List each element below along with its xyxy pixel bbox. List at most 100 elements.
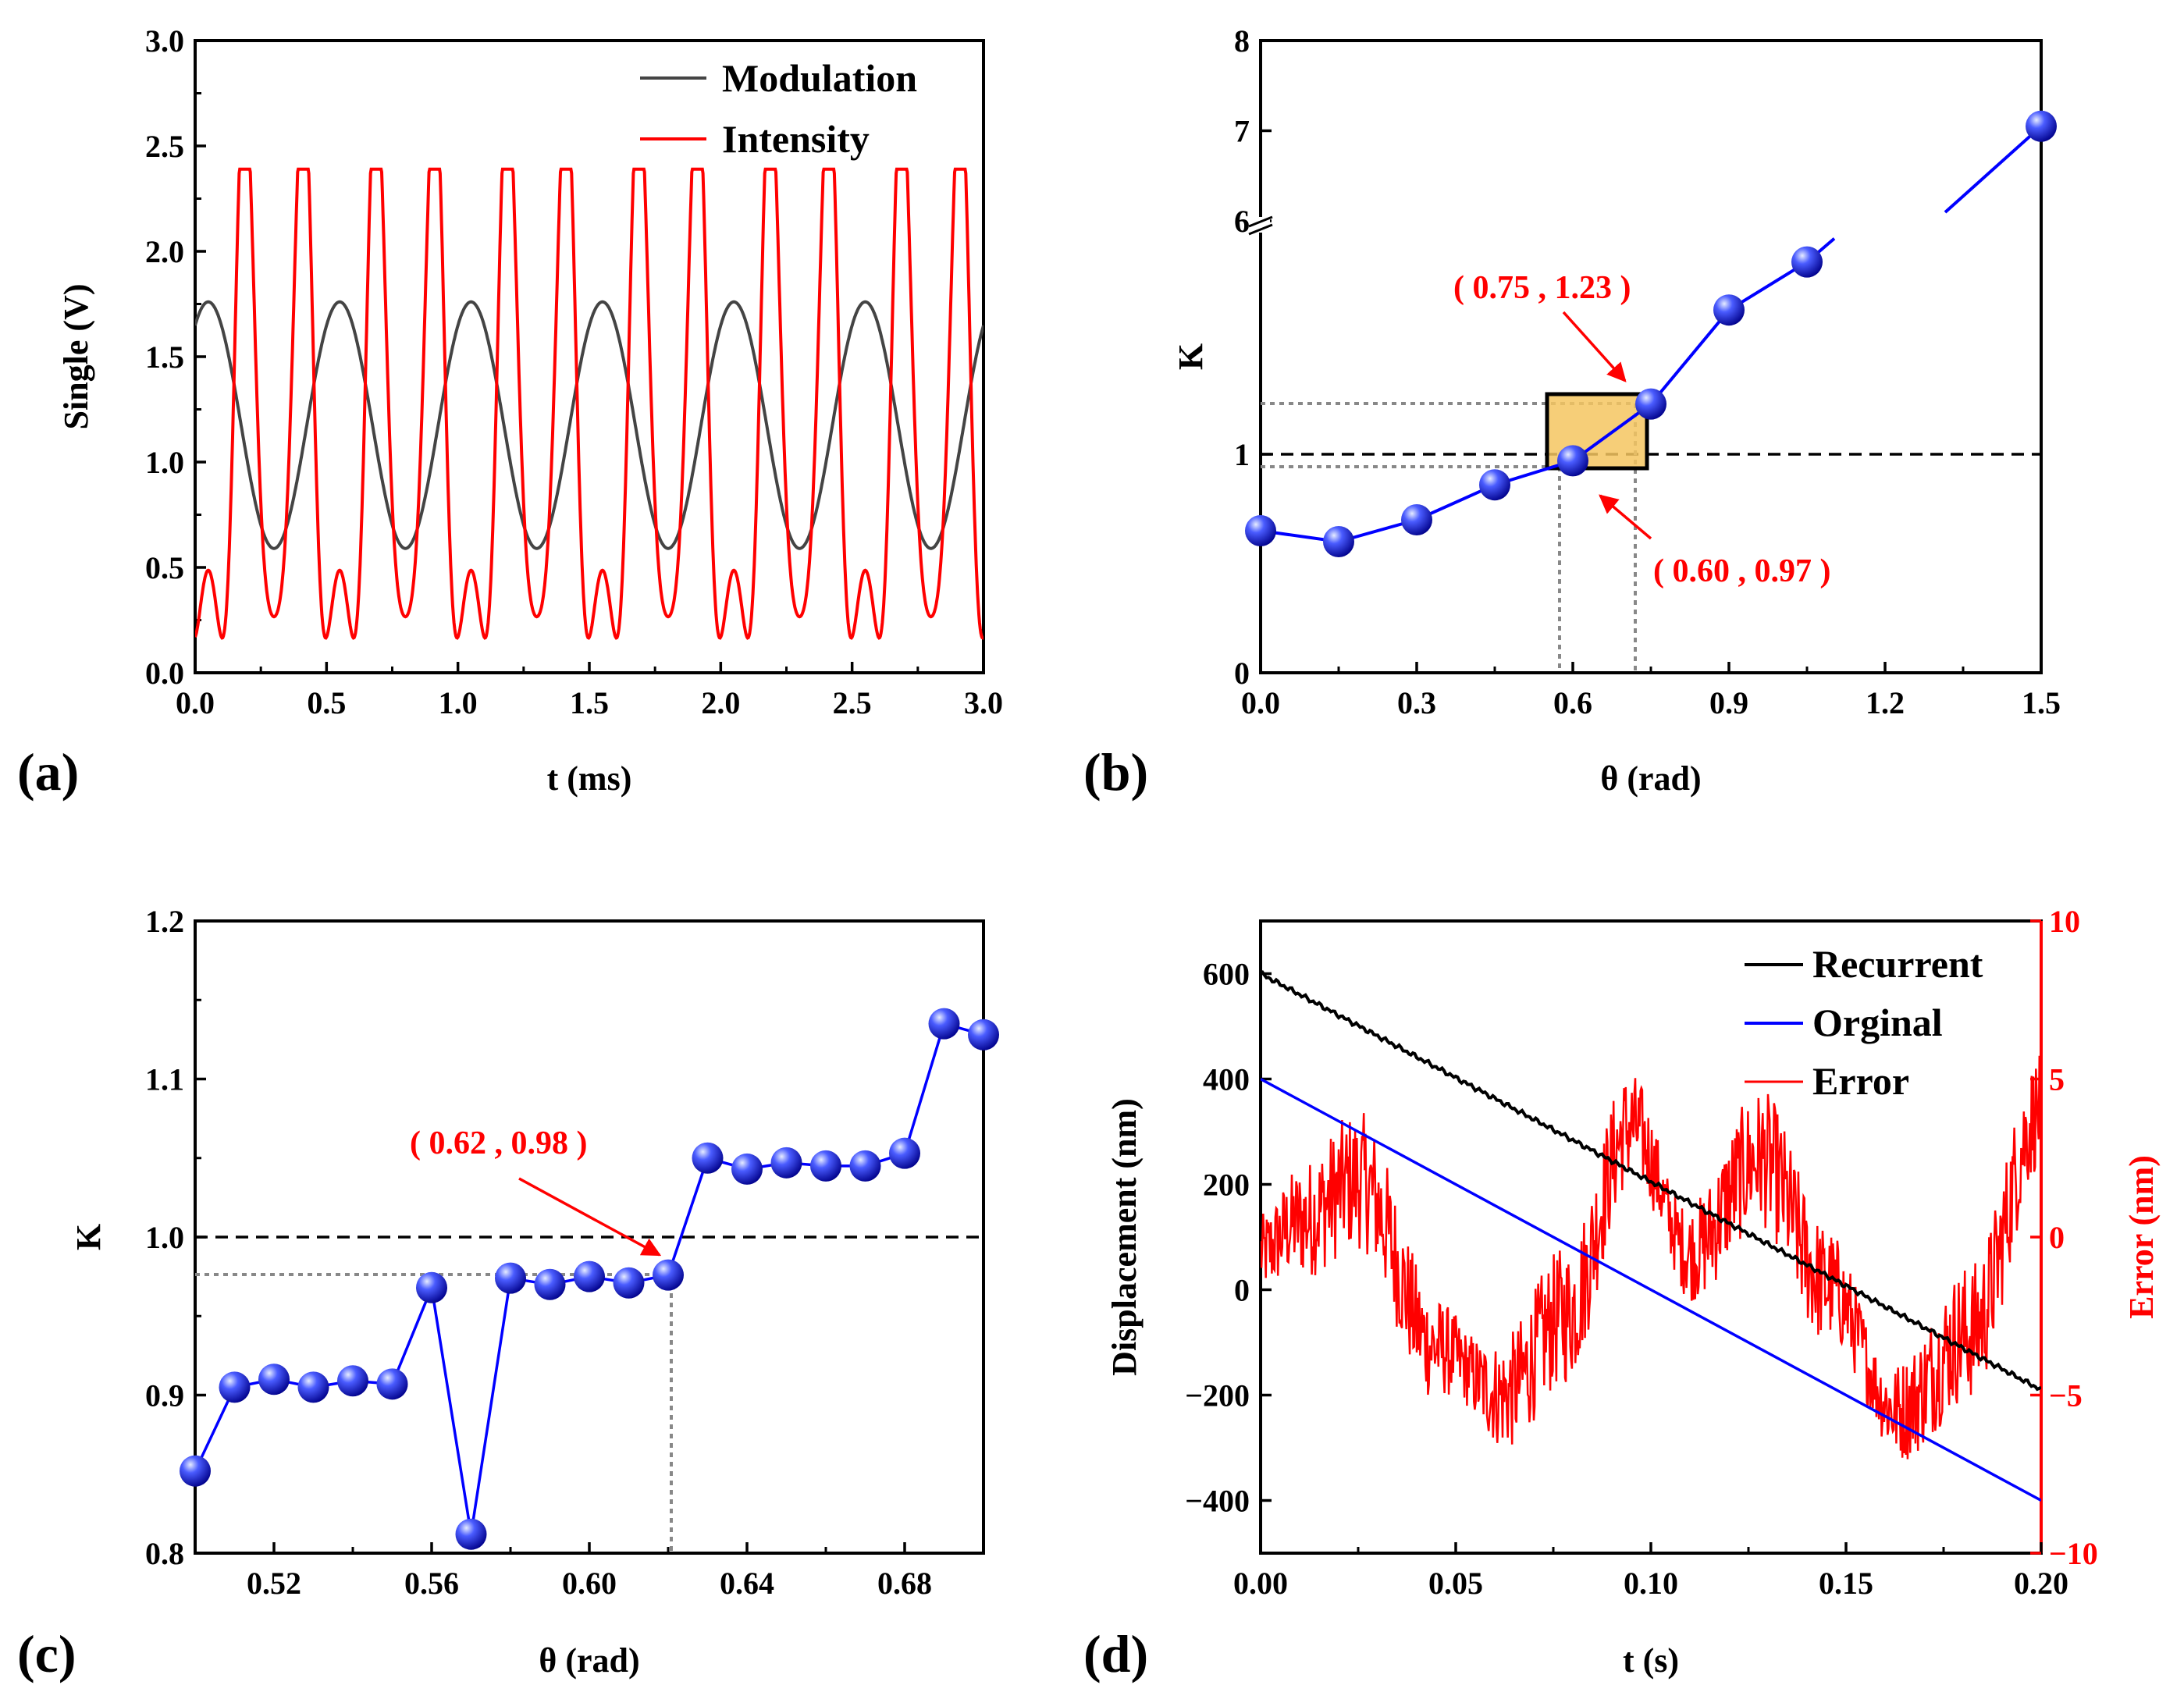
y-tick-label: 0.8 — [145, 1536, 184, 1571]
x-tick-label: 0.52 — [247, 1566, 301, 1601]
x-tick-label: 0.68 — [877, 1566, 932, 1601]
data-point — [770, 1147, 802, 1179]
x-tick-label: 0.15 — [1819, 1566, 1873, 1601]
legend-label-intensity: Intensity — [722, 117, 870, 161]
annotation-b-upper: ( 0.75 , 1.23 ) — [1453, 270, 1631, 306]
data-point — [849, 1150, 881, 1182]
data-point — [889, 1137, 920, 1169]
y-tick-label: 400 — [1203, 1062, 1250, 1097]
data-point — [1635, 388, 1666, 420]
x-tick-label: 1.0 — [439, 685, 478, 720]
data-point — [1245, 515, 1276, 546]
x-axis-label-c: θ (rad) — [539, 1641, 639, 1680]
series-orginal-line — [1261, 1077, 2041, 1502]
x-tick-label: 0.3 — [1397, 685, 1436, 720]
y-tick-label: 0 — [1234, 656, 1250, 691]
legend-d: Recurrent Orginal Error — [1745, 942, 1983, 1103]
data-point — [1401, 504, 1432, 535]
x-axis-label-b: θ (rad) — [1600, 759, 1701, 798]
legend-label-modulation: Modulation — [722, 56, 917, 100]
legend-label-recurrent: Recurrent — [1812, 942, 1983, 986]
data-points-c — [180, 1008, 999, 1550]
data-point — [653, 1259, 684, 1291]
y-axis-label-d: Displacement (nm) — [1105, 1098, 1144, 1376]
x-tick-label: 2.0 — [701, 685, 740, 720]
annotation-arrow-b-lower — [1599, 494, 1652, 540]
x-tick-label: 0.20 — [2014, 1566, 2068, 1601]
y-tick-label: 2.0 — [145, 234, 184, 269]
y-tick-label: −200 — [1185, 1378, 1250, 1413]
y-tick-label: 7 — [1234, 114, 1250, 149]
data-point — [534, 1268, 566, 1300]
series-intensity-line — [195, 167, 984, 640]
x-axis-label-d: t (s) — [1623, 1641, 1679, 1680]
x-tick-label: 0.0 — [1241, 685, 1280, 720]
data-point — [968, 1019, 999, 1051]
series-k-line-b — [1260, 125, 2043, 544]
y-tick-label: 1.5 — [145, 340, 184, 375]
y-tick-label: 1.2 — [145, 904, 184, 939]
data-point — [810, 1150, 841, 1182]
y-tick-label: 6 — [1234, 204, 1250, 239]
x-tick-label: 0.56 — [404, 1566, 459, 1601]
annotation-c: ( 0.62 , 0.98 ) — [410, 1125, 587, 1161]
y-axis-label-c: K — [69, 1224, 108, 1250]
legend-a: Modulation Intensity — [640, 56, 917, 161]
panel-d: 0.00 0.05 0.10 0.15 0.20 −400 −200 0 200 400 600 −1… — [1083, 904, 2161, 1683]
data-point — [692, 1142, 724, 1174]
x-tick-label: 1.5 — [2022, 685, 2061, 720]
y-tick-label: 0.0 — [145, 656, 184, 691]
data-point — [731, 1153, 763, 1185]
y-tick-label: 600 — [1203, 957, 1250, 992]
y-axis-label-b: K — [1172, 343, 1210, 370]
data-point — [2026, 110, 2057, 142]
data-point — [180, 1455, 211, 1487]
annotation-arrow-c — [518, 1177, 662, 1257]
data-point — [455, 1518, 487, 1550]
x-tick-label: 0.5 — [307, 685, 346, 720]
series-recurrent-line — [1261, 970, 2041, 1392]
data-point — [928, 1008, 960, 1040]
y2-axis-label-d: Error (nm) — [2122, 1155, 2161, 1319]
data-point — [219, 1371, 251, 1403]
panel-a: 0.0 0.5 1.0 1.5 2.0 2.5 3.0 0.0 0.5 1.0 1.5 2.0 2.5 3… — [17, 23, 1003, 802]
y2-tick-label: −5 — [2049, 1378, 2083, 1413]
data-point — [495, 1262, 526, 1294]
data-point — [416, 1271, 447, 1303]
y-axis-label-a: Single (V) — [57, 284, 95, 430]
y2-tick-label: 0 — [2049, 1220, 2065, 1255]
x-tick-label: 2.5 — [833, 685, 872, 720]
data-point — [258, 1363, 290, 1395]
y-tick-label: 1.0 — [145, 1220, 184, 1255]
data-point — [297, 1371, 329, 1403]
panel-label-b: (b) — [1083, 742, 1148, 802]
x-tick-label: 0.05 — [1428, 1566, 1483, 1601]
data-point — [337, 1365, 368, 1397]
series-error-line — [1261, 1055, 2041, 1459]
y-tick-label: 1.0 — [145, 445, 184, 480]
annotation-b-lower: ( 0.60 , 0.97 ) — [1653, 553, 1830, 589]
data-point — [1323, 526, 1354, 557]
data-point — [1713, 294, 1745, 326]
axis-break-mark — [1248, 215, 1273, 228]
data-points-b — [1245, 110, 2057, 557]
axis-ticks-b: 0.0 0.3 0.6 0.9 1.2 1.5 0 1 6 7 8 — [1234, 23, 2061, 720]
data-point — [376, 1368, 408, 1400]
y2-tick-label: −10 — [2049, 1536, 2098, 1571]
x-tick-label: 0.64 — [720, 1566, 774, 1601]
x-tick-label: 0.10 — [1624, 1566, 1678, 1601]
data-point — [1791, 246, 1823, 278]
y2-tick-label: 5 — [2049, 1062, 2065, 1097]
axis-ticks-a: 0.0 0.5 1.0 1.5 2.0 2.5 3.0 0.0 0.5 1.0 1.5 2.0 2.5 3… — [145, 23, 1003, 720]
panel-label-a: (a) — [17, 742, 79, 802]
y-tick-label: 1 — [1234, 437, 1250, 472]
y-tick-label: 0.5 — [145, 550, 184, 585]
x-axis-label-a: t (ms) — [547, 759, 632, 798]
panel-label-d: (d) — [1083, 1624, 1148, 1683]
data-point — [613, 1267, 645, 1299]
y-tick-label: 200 — [1203, 1168, 1250, 1203]
x-tick-label: 0.60 — [562, 1566, 617, 1601]
y-tick-label: 0.9 — [145, 1378, 184, 1413]
